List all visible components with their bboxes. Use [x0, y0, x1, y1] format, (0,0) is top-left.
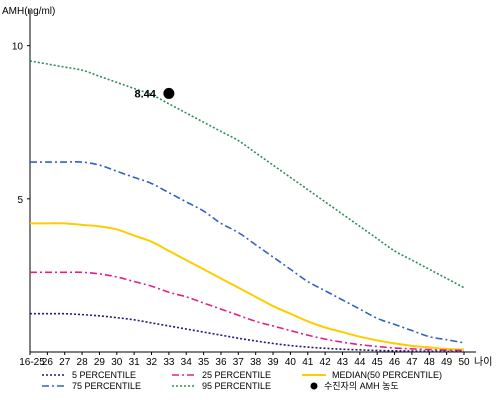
x-tick-label: 31 [129, 357, 141, 368]
x-tick-label: 43 [337, 357, 349, 368]
series-line-25-percentile [30, 271, 465, 352]
series-line-95-percentile [29, 60, 465, 289]
legend: 5 PERCENTILE 25 PERCENTILE MEDIAN(50 PERCE… [42, 370, 442, 391]
series-lines [29, 60, 465, 353]
x-tick-label: 48 [424, 357, 436, 368]
patient-amh-point [163, 87, 175, 99]
x-tick-label: 30 [111, 357, 123, 368]
data-points: 8.44 [134, 87, 175, 100]
y-tick-label: 10 [12, 42, 24, 53]
legend-label: 75 PERCENTILE [72, 381, 141, 391]
x-tick-label: 33 [163, 357, 175, 368]
x-tick-label: 26 [42, 357, 54, 368]
x-tick-label: 32 [146, 357, 158, 368]
x-tick-label: 40 [285, 357, 297, 368]
x-tick-label: 50 [458, 357, 470, 368]
x-tick-label: 47 [406, 357, 418, 368]
x-tick-label: 37 [233, 357, 245, 368]
legend-label: 25 PERCENTILE [202, 370, 271, 380]
x-tick-label: 35 [198, 357, 210, 368]
x-tick-label: 41 [302, 357, 314, 368]
legend-label: MEDIAN(50 PERCENTILE) [332, 370, 442, 380]
patient-amh-label: 8.44 [134, 88, 156, 100]
series-line-5-percentile [30, 312, 465, 353]
y-tick-label: 5 [17, 195, 23, 206]
x-tick-label: 27 [59, 357, 71, 368]
x-tick-label: 46 [389, 357, 401, 368]
series-line-75-percentile [29, 161, 465, 344]
x-tick-label: 28 [77, 357, 89, 368]
x-tick-label: 29 [94, 357, 106, 368]
x-tick-label: 38 [250, 357, 262, 368]
x-tick-label: 49 [441, 357, 453, 368]
legend-label: 수진자의 AMH 농도 [324, 381, 399, 391]
x-tick-label: 39 [267, 357, 279, 368]
x-tick-label: 16-25 [19, 357, 45, 368]
x-tick-label: 36 [215, 357, 227, 368]
x-axis-title: 나이 [474, 356, 492, 368]
chart-axes [29, 10, 476, 353]
x-tick-label: 34 [181, 357, 193, 368]
series-line-median-50-percentile [30, 222, 465, 351]
y-axis-title: AMH(ng/ml) [2, 6, 55, 17]
legend-label: 95 PERCENTILE [202, 381, 271, 391]
legend-label: 5 PERCENTILE [72, 370, 136, 380]
x-tick-label: 45 [372, 357, 384, 368]
x-tick-label: 42 [320, 357, 332, 368]
legend-marker-patient [310, 382, 318, 390]
x-tick-label: 44 [354, 357, 366, 368]
